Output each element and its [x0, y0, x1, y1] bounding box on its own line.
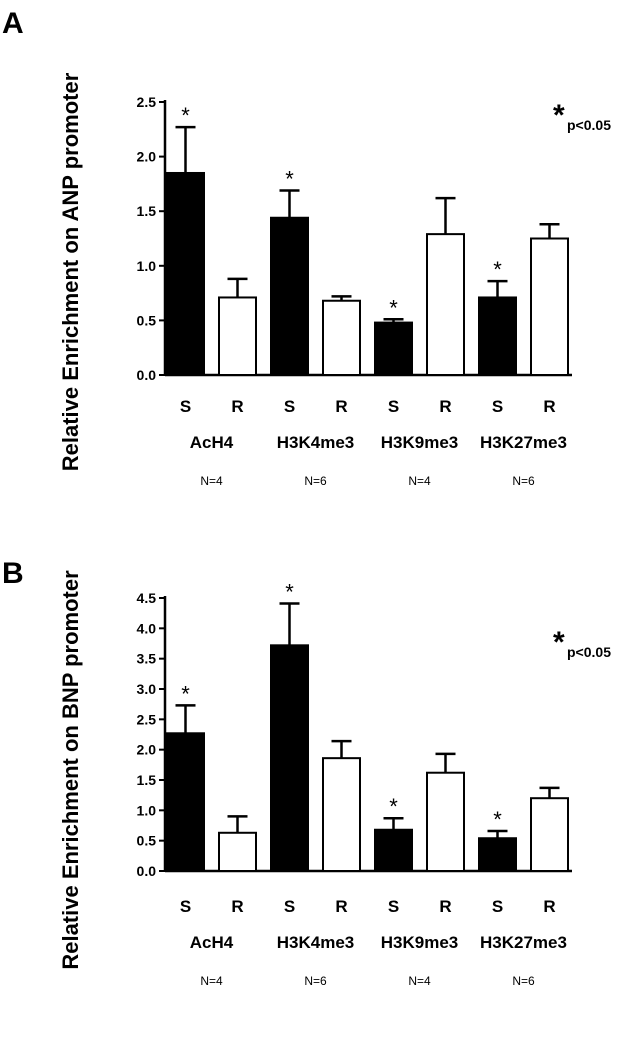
sample-size-label: N=6: [512, 974, 535, 988]
sample-size-label: N=4: [408, 474, 431, 488]
y-tick-label: 1.0: [137, 258, 157, 274]
y-tick-label: 2.5: [137, 94, 157, 110]
sample-size-label: N=6: [512, 474, 535, 488]
sample-size-label: N=6: [304, 474, 327, 488]
bar: [218, 296, 257, 376]
bar: [426, 771, 465, 872]
bar-category-label: S: [388, 897, 399, 916]
bar: [166, 732, 205, 873]
legend-star: *: [553, 626, 565, 659]
y-tick-label: 0.0: [137, 367, 157, 383]
bar: [478, 837, 517, 872]
bar-category-label: R: [335, 397, 347, 416]
significance-star: *: [493, 257, 502, 282]
sample-size-label: N=4: [200, 974, 223, 988]
legend-star: *: [553, 99, 565, 132]
group-label: H3K4me3: [277, 933, 355, 952]
significance-star: *: [181, 681, 190, 706]
y-tick-label: 4.5: [137, 590, 157, 606]
legend-text: p<0.05: [567, 117, 611, 133]
legend-text: p<0.05: [567, 644, 611, 660]
panel-b: B 0.0 0.5 1.0 1.5 2.0 2.5 3.0 3.5 4.0 4.5 Relative…: [2, 557, 611, 988]
y-tick-label: 1.5: [137, 772, 157, 788]
bar: [530, 797, 569, 873]
bar-category-label: R: [231, 897, 243, 916]
group-label: H3K27me3: [480, 933, 567, 952]
significance-star: *: [493, 807, 502, 832]
y-tick-label: 0.5: [137, 312, 157, 328]
bar-category-label: R: [439, 397, 451, 416]
bar-category-label: S: [284, 897, 295, 916]
bar: [270, 644, 309, 872]
sample-size-label: N=6: [304, 974, 327, 988]
bar-category-label: R: [335, 897, 347, 916]
y-axis-label: Relative Enrichment on BNP promoter: [58, 570, 83, 970]
significance-star: *: [285, 579, 294, 604]
group-label: AcH4: [190, 433, 234, 452]
y-tick-label: 0.0: [137, 863, 157, 879]
panel-letter: A: [2, 7, 24, 40]
group-label: H3K27me3: [480, 433, 567, 452]
y-tick-label: 2.0: [137, 149, 157, 165]
bar: [530, 237, 569, 376]
bar: [270, 216, 309, 376]
bar-category-label: S: [388, 397, 399, 416]
group-label: H3K9me3: [381, 433, 459, 452]
bar-category-label: S: [284, 397, 295, 416]
y-tick-label: 2.0: [137, 742, 157, 758]
bar-category-label: S: [180, 897, 191, 916]
bar-category-label: R: [231, 397, 243, 416]
group-label: AcH4: [190, 933, 234, 952]
bar: [478, 296, 517, 376]
significance-star: *: [285, 166, 294, 191]
panel-a: A 0.0 0.5 1.0 1.5 2.0 2.5 Relative Enrichment …: [2, 7, 611, 488]
bar: [374, 321, 413, 377]
bar: [322, 757, 361, 872]
bar-category-label: S: [180, 397, 191, 416]
y-tick-label: 4.0: [137, 620, 157, 636]
sample-size-label: N=4: [408, 974, 431, 988]
panel-letter: B: [2, 557, 24, 590]
sample-size-label: N=4: [200, 474, 223, 488]
y-tick-label: 1.5: [137, 203, 157, 219]
y-tick-label: 0.5: [137, 833, 157, 849]
bar-category-label: R: [543, 897, 555, 916]
significance-star: *: [389, 295, 398, 320]
significance-star: *: [181, 103, 190, 128]
group-label: H3K9me3: [381, 933, 459, 952]
y-tick-label: 2.5: [137, 711, 157, 727]
y-tick-label: 1.0: [137, 802, 157, 818]
bar-category-label: S: [492, 897, 503, 916]
bar: [322, 299, 361, 376]
bar-category-label: S: [492, 397, 503, 416]
bar: [218, 831, 257, 873]
bar-category-label: R: [439, 897, 451, 916]
y-axis-label: Relative Enrichment on ANP promoter: [58, 72, 83, 471]
bar: [426, 233, 465, 376]
group-label: H3K4me3: [277, 433, 355, 452]
y-tick-label: 3.5: [137, 651, 157, 667]
significance-star: *: [389, 794, 398, 819]
bar: [166, 171, 205, 376]
bar: [374, 828, 413, 872]
y-tick-label: 3.0: [137, 681, 157, 697]
bar-category-label: R: [543, 397, 555, 416]
